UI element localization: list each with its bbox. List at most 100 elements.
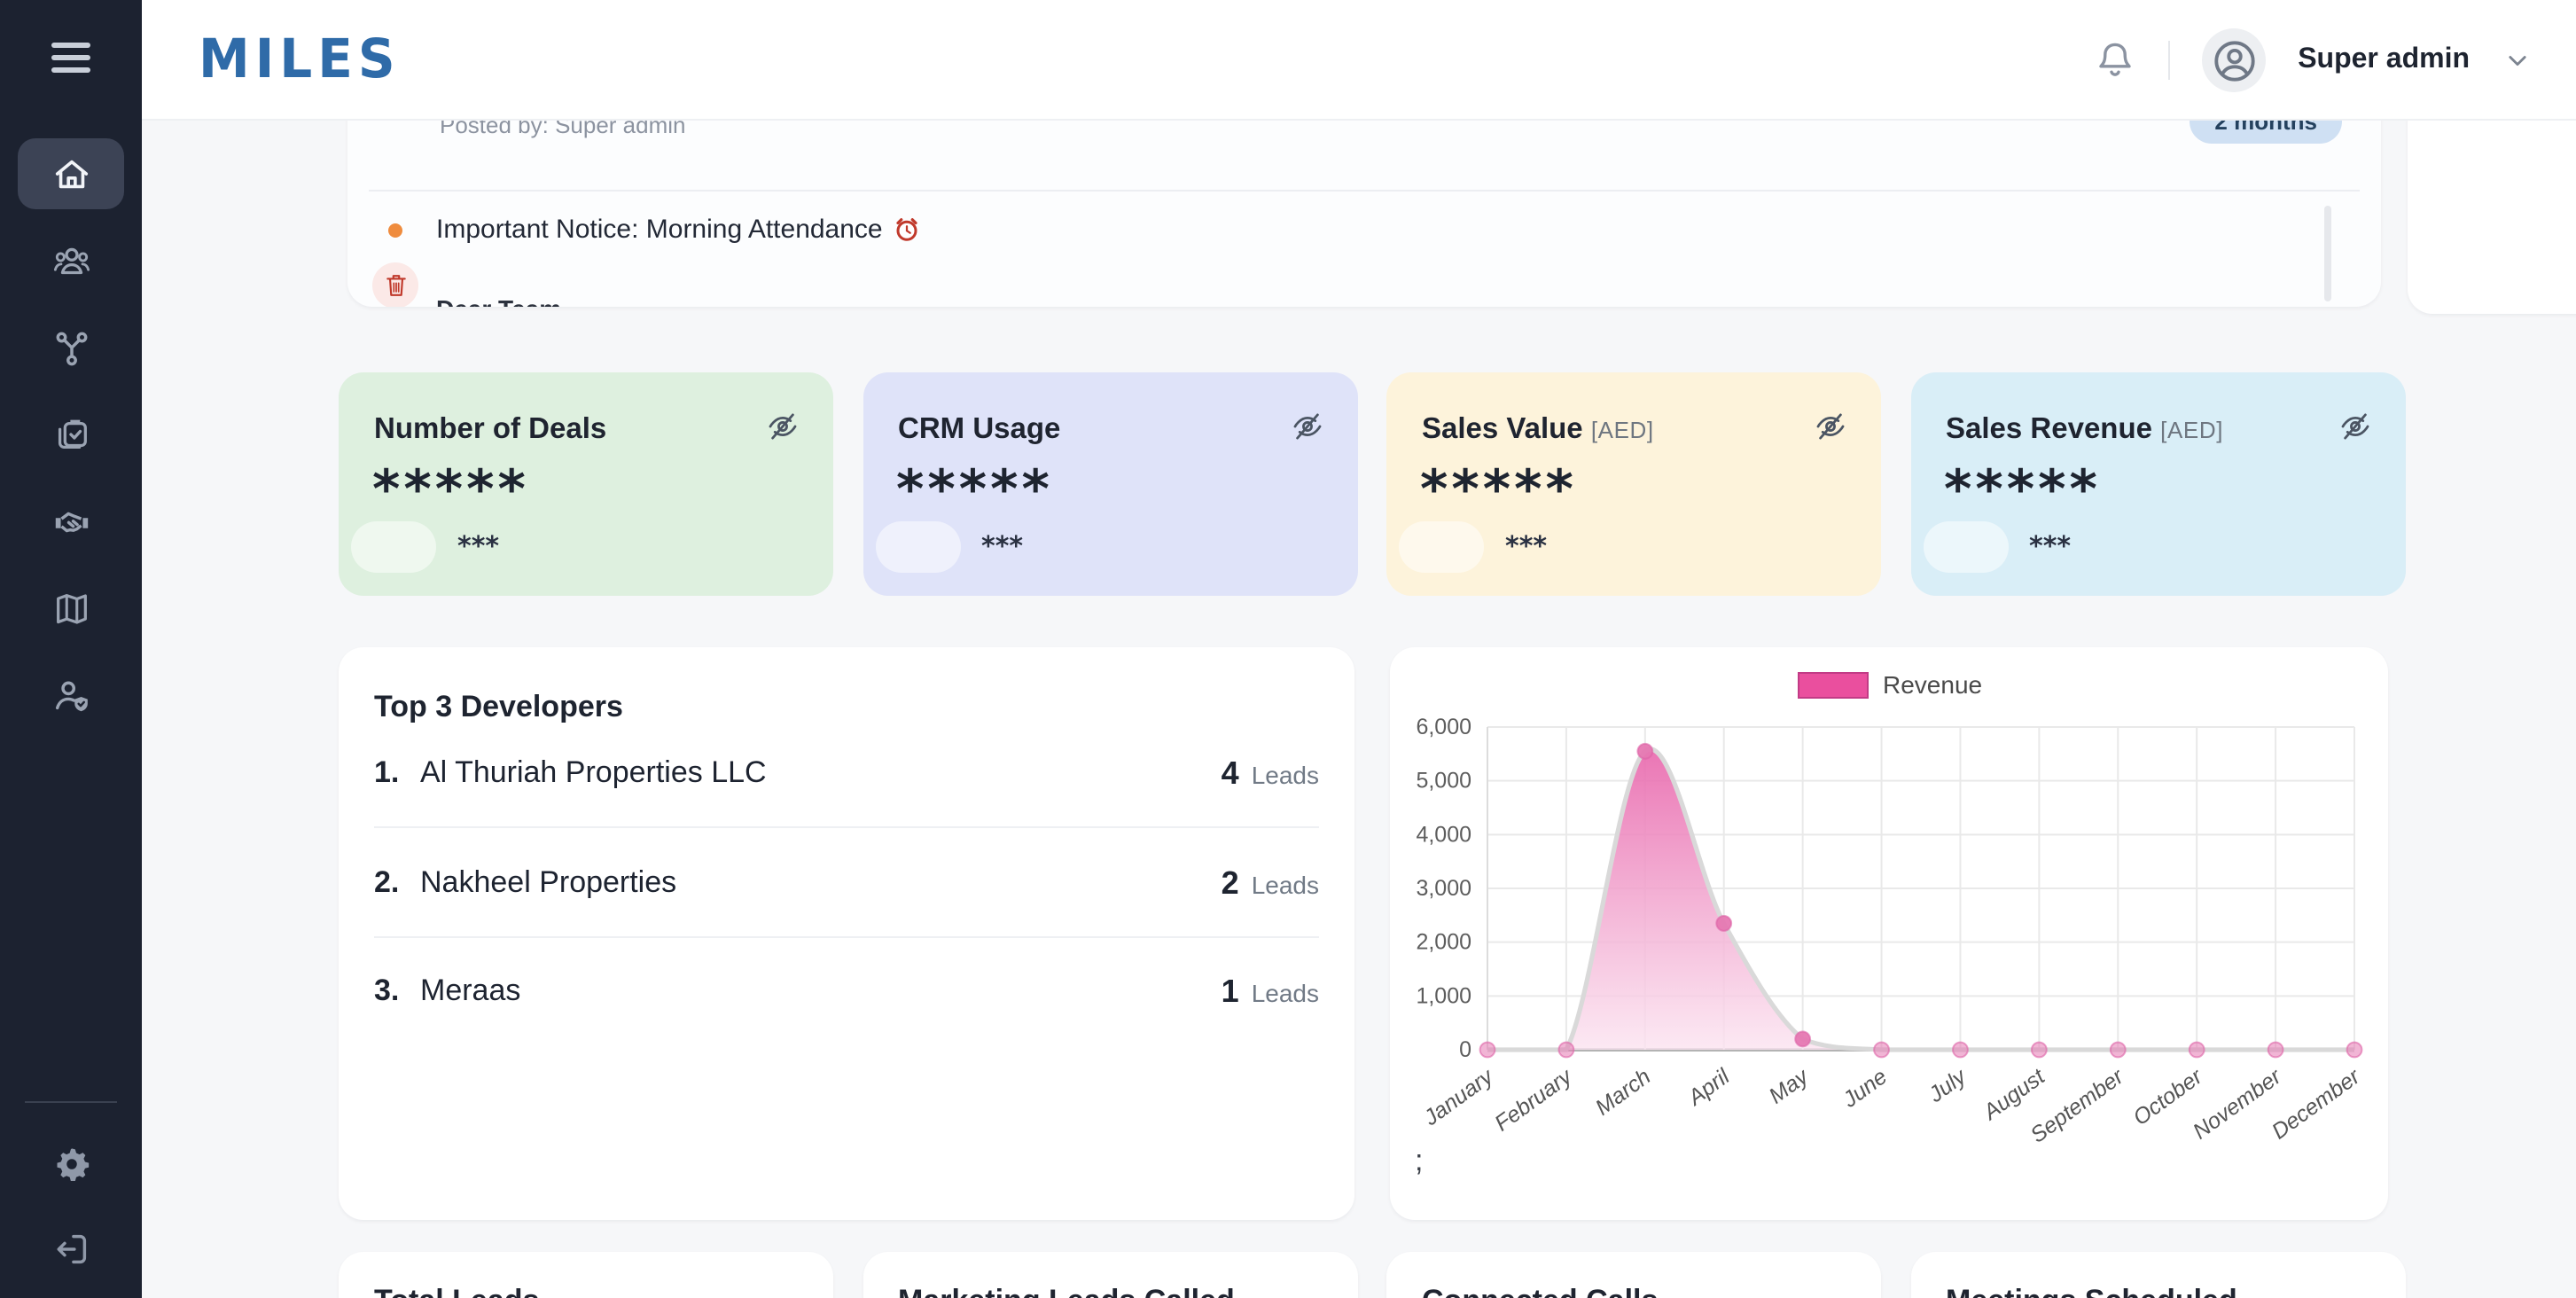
svg-text:December: December bbox=[2268, 1063, 2366, 1144]
stat-unit: [AED] bbox=[1590, 417, 1654, 443]
svg-text:2,000: 2,000 bbox=[1416, 930, 1471, 955]
toggle-visibility-eye-off-icon[interactable] bbox=[1812, 408, 1849, 445]
delete-announcement-button[interactable] bbox=[372, 262, 418, 307]
chart-legend[interactable]: Revenue bbox=[1798, 670, 1982, 699]
divider bbox=[369, 190, 2360, 192]
leads-unit: Leads bbox=[1251, 760, 1319, 788]
masked-stat-subvalue: *** bbox=[2029, 530, 2072, 562]
announcements-card: Posted by: Super admin 2 months Importan… bbox=[347, 99, 2381, 307]
masked-trend-pill bbox=[1923, 521, 2008, 573]
pipeline-icon bbox=[51, 327, 91, 368]
right-cutoff-card bbox=[2408, 99, 2576, 314]
leads-count: 4 bbox=[1221, 755, 1239, 790]
stat-title: Sales Revenue [AED] bbox=[1946, 413, 2224, 445]
stat-title: Number of Deals bbox=[374, 413, 607, 445]
divider bbox=[2168, 41, 2171, 80]
alarm-clock-icon bbox=[894, 216, 920, 243]
leads-count: 2 bbox=[1221, 864, 1239, 900]
sidebar-item-pipeline[interactable] bbox=[18, 312, 124, 383]
contacts-icon bbox=[51, 240, 91, 281]
user-avatar[interactable] bbox=[2202, 28, 2267, 92]
masked-stat-subvalue: *** bbox=[457, 530, 500, 562]
bottom-card-marketing-leads-called: Marketing Leads Called bbox=[863, 1252, 1357, 1298]
svg-text:June: June bbox=[1838, 1064, 1892, 1113]
svg-text:1,000: 1,000 bbox=[1416, 983, 1471, 1008]
svg-text:January: January bbox=[1418, 1063, 1498, 1130]
chevron-down-icon[interactable] bbox=[2505, 48, 2530, 73]
app-logo[interactable]: MILES bbox=[199, 27, 401, 90]
bottom-card-title: Meetings Scheduled bbox=[1946, 1284, 2237, 1298]
stat-unit: [AED] bbox=[2160, 417, 2224, 443]
sidebar-item-settings[interactable] bbox=[18, 1128, 124, 1199]
sidebar-nav bbox=[0, 138, 142, 747]
toggle-visibility-eye-off-icon[interactable] bbox=[1288, 408, 1325, 445]
announcement-title[interactable]: Important Notice: Morning Attendance bbox=[436, 215, 920, 245]
masked-stat-subvalue: *** bbox=[981, 530, 1024, 562]
announcements-scrollbar[interactable] bbox=[2324, 206, 2331, 301]
rank: 2. bbox=[374, 865, 400, 899]
sidebar bbox=[0, 0, 142, 1298]
sidebar-item-deals[interactable] bbox=[18, 486, 124, 557]
legend-swatch-icon bbox=[1798, 671, 1869, 698]
sidebar-item-tasks[interactable] bbox=[18, 399, 124, 470]
divider bbox=[374, 936, 1319, 938]
svg-text:February: February bbox=[1490, 1063, 1578, 1136]
rank: 1. bbox=[374, 755, 400, 789]
stat-card-crm-usage: CRM Usage ***** *** bbox=[863, 372, 1357, 596]
deals-icon bbox=[51, 501, 91, 542]
toggle-visibility-eye-off-icon[interactable] bbox=[2336, 408, 2373, 445]
divider bbox=[374, 826, 1319, 828]
bottom-card-title: Marketing Leads Called bbox=[898, 1284, 1235, 1298]
svg-text:March: March bbox=[1591, 1064, 1656, 1120]
masked-stat-value: ***** bbox=[896, 459, 1053, 521]
svg-text:3,000: 3,000 bbox=[1416, 876, 1471, 901]
settings-icon bbox=[51, 1143, 91, 1184]
developer-row: 1. Al Thuriah Properties LLC 4 Leads bbox=[374, 752, 1319, 794]
person-circle-icon bbox=[2213, 40, 2254, 81]
trash-icon bbox=[386, 275, 405, 296]
sidebar-item-map[interactable] bbox=[18, 573, 124, 644]
developer-name: Nakheel Properties bbox=[420, 865, 677, 899]
masked-stat-value: ***** bbox=[1944, 459, 2101, 521]
sidebar-item-logout[interactable] bbox=[18, 1213, 124, 1284]
masked-stat-value: ***** bbox=[1420, 459, 1577, 521]
developer-name: Meraas bbox=[420, 974, 521, 1007]
developer-row: 2. Nakheel Properties 2 Leads bbox=[374, 862, 1319, 904]
bottom-card-meetings-scheduled: Meetings Scheduled bbox=[1910, 1252, 2405, 1298]
svg-text:April: April bbox=[1682, 1063, 1736, 1111]
rank: 3. bbox=[374, 974, 400, 1007]
logout-icon bbox=[51, 1228, 91, 1269]
legend-label: Revenue bbox=[1883, 670, 1983, 699]
bottom-card-total-leads: Total Leads bbox=[339, 1252, 833, 1298]
stat-card-number-of-deals: Number of Deals ***** *** bbox=[339, 372, 833, 596]
stat-title: CRM Usage bbox=[898, 413, 1061, 445]
toggle-visibility-eye-off-icon[interactable] bbox=[764, 408, 801, 445]
svg-text:July: July bbox=[1924, 1063, 1971, 1107]
masked-stat-value: ***** bbox=[372, 459, 529, 521]
bottom-card-title: Connected Calls bbox=[1422, 1284, 1658, 1298]
bullet-dot-icon bbox=[388, 223, 402, 238]
top-developers-title: Top 3 Developers bbox=[374, 690, 623, 723]
stat-title: Sales Value [AED] bbox=[1422, 413, 1654, 445]
sidebar-item-contacts[interactable] bbox=[18, 225, 124, 296]
leads-count: 1 bbox=[1221, 973, 1239, 1008]
menu-toggle-button[interactable] bbox=[51, 43, 90, 73]
stray-text: ; bbox=[1415, 1144, 1424, 1177]
tasks-icon bbox=[51, 414, 91, 455]
divider bbox=[25, 1101, 117, 1103]
revenue-chart-card: Revenue 0 1,000 2,000 3,000 4,000 5,000 6,000 J… bbox=[1390, 647, 2388, 1220]
top-developers-card: Top 3 Developers 1. Al Thuriah Properties… bbox=[339, 647, 1354, 1220]
masked-trend-pill bbox=[1399, 521, 1484, 573]
svg-text:6,000: 6,000 bbox=[1416, 715, 1471, 739]
announcement-body-preview: Dear Team, bbox=[436, 294, 568, 307]
map-icon bbox=[51, 588, 91, 629]
sidebar-item-home[interactable] bbox=[18, 138, 124, 209]
bottom-card-connected-calls: Connected Calls bbox=[1386, 1252, 1881, 1298]
masked-trend-pill bbox=[875, 521, 960, 573]
sidebar-item-agents[interactable] bbox=[18, 660, 124, 731]
user-menu[interactable]: Super admin bbox=[2298, 44, 2470, 74]
stat-card-sales-revenue: Sales Revenue [AED] ***** *** bbox=[1910, 372, 2405, 596]
notifications-bell-icon[interactable] bbox=[2094, 39, 2136, 82]
agents-icon bbox=[51, 675, 91, 715]
